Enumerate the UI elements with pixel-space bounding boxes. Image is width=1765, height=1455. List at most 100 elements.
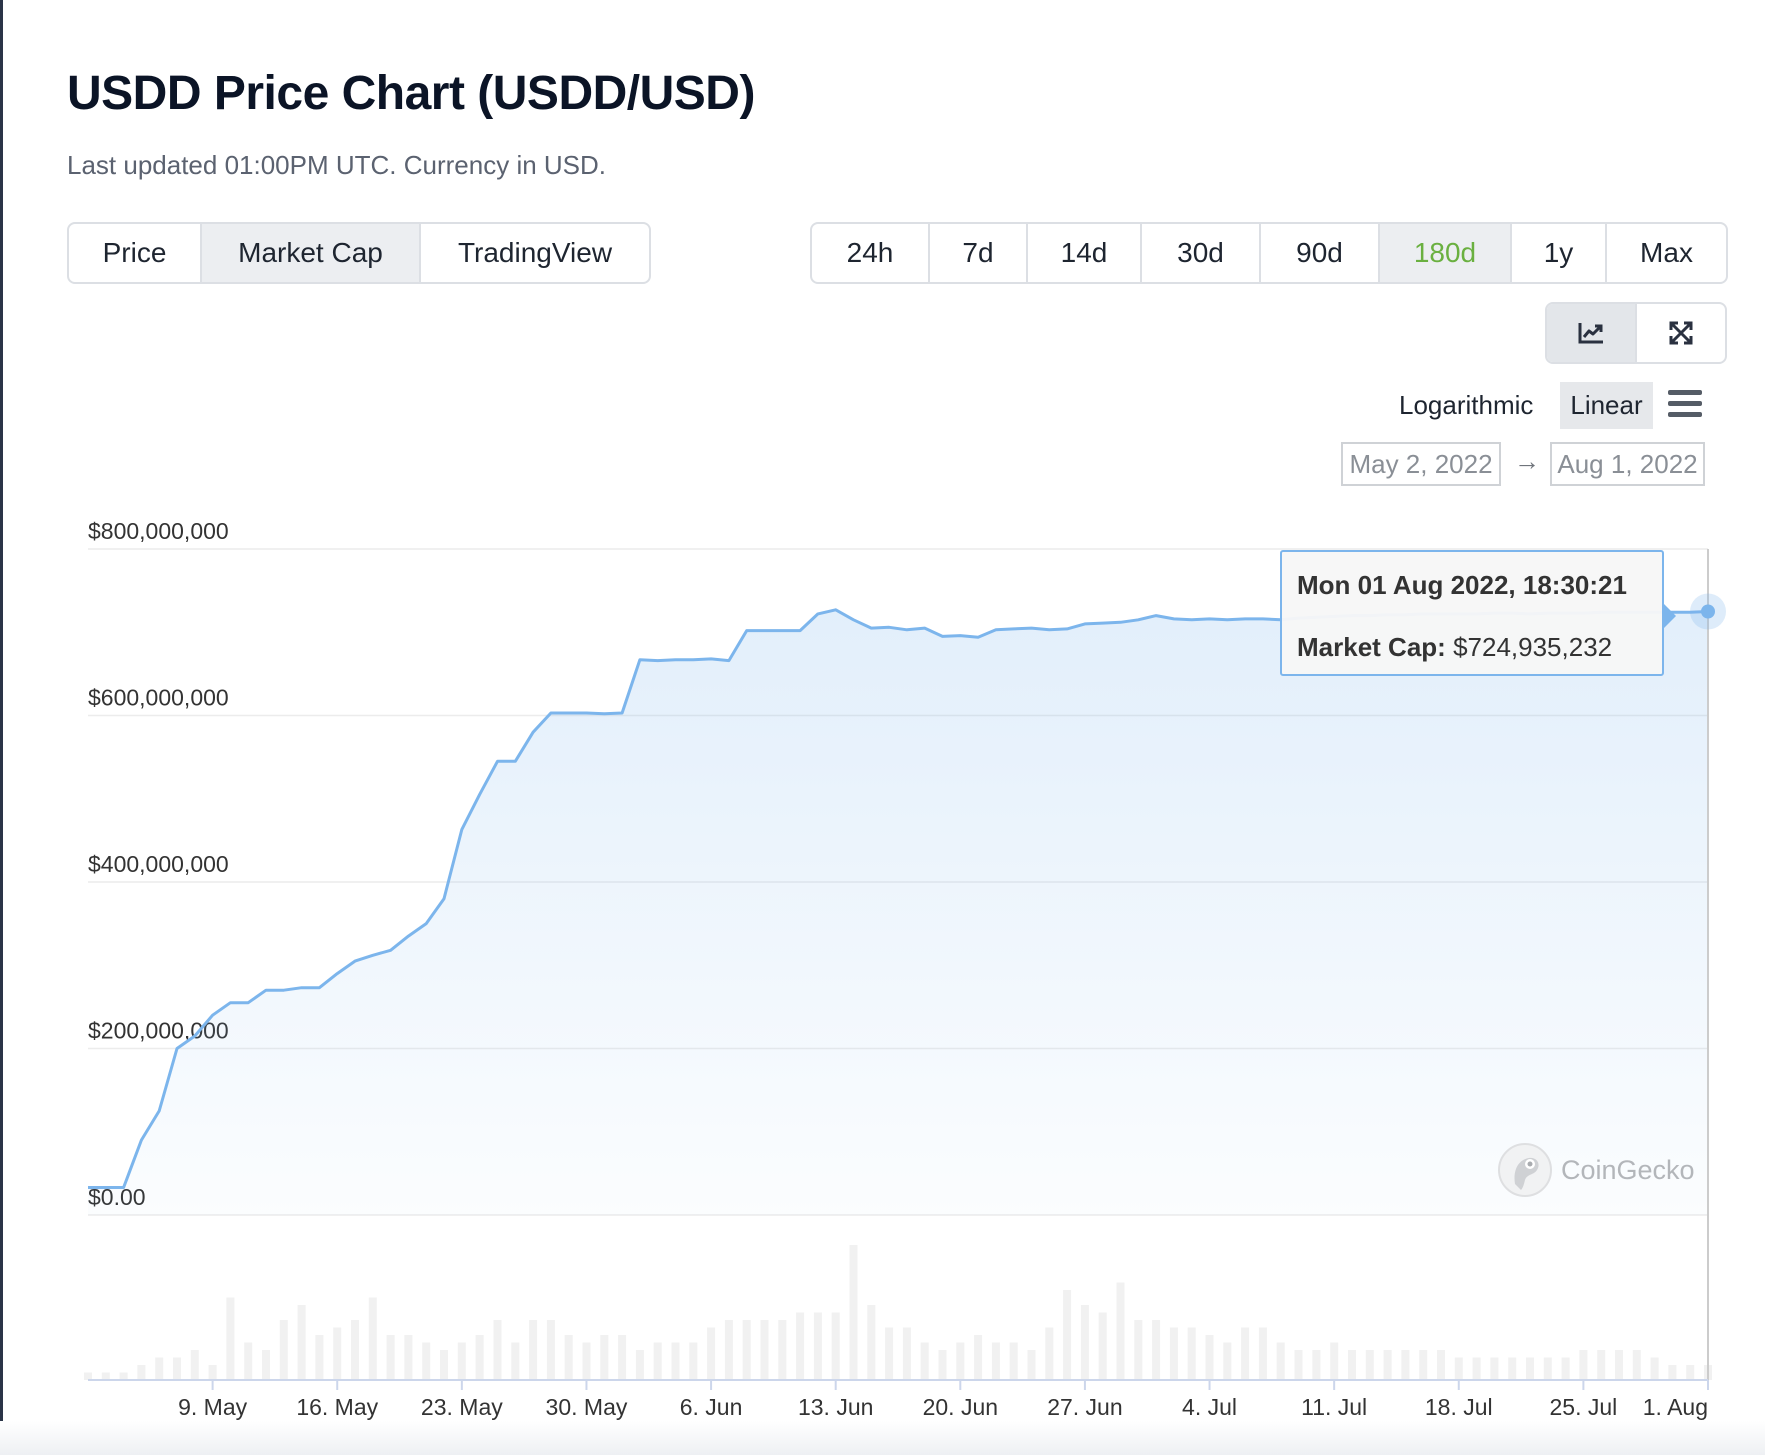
volume-bar <box>1116 1282 1125 1380</box>
volume-bar <box>1650 1357 1659 1380</box>
window-edge <box>0 0 3 1455</box>
volume-bar <box>155 1357 164 1380</box>
tooltip-pointer <box>1664 604 1676 628</box>
volume-bar <box>1419 1350 1428 1380</box>
tab-price[interactable]: Price <box>69 224 202 282</box>
range-30d-button[interactable]: 30d <box>1142 224 1261 282</box>
volume-bar <box>119 1372 128 1380</box>
line-chart-icon <box>1578 323 1603 344</box>
volume-bar <box>297 1305 306 1380</box>
volume-bar <box>1615 1350 1623 1380</box>
range-max-button[interactable]: Max <box>1640 237 1693 268</box>
range-90d-button[interactable]: 90d <box>1261 224 1380 282</box>
y-tick-label: $800,000,000 <box>88 518 229 544</box>
x-tick-label: 30. May <box>546 1394 628 1420</box>
volume-bar <box>1009 1342 1018 1380</box>
volume-bar <box>1454 1357 1463 1380</box>
volume-bar <box>991 1342 1000 1380</box>
page-bottom-shade <box>0 1421 1765 1455</box>
market-cap-area <box>88 609 1708 1215</box>
chart-type-tabs: Price Market Cap TradingView <box>67 222 651 284</box>
volume-bar <box>671 1342 680 1380</box>
line-chart-view-button[interactable] <box>1547 304 1637 362</box>
linear-scale-button[interactable]: Linear <box>1560 382 1653 429</box>
volume-bar <box>440 1350 448 1380</box>
volume-bar <box>831 1312 840 1380</box>
tab-market-cap[interactable]: Market Cap <box>202 224 421 282</box>
fullscreen-button[interactable] <box>1637 304 1725 362</box>
last-updated-text: Last updated 01:00PM UTC. Currency in US… <box>67 150 607 180</box>
x-tick-label: 18. Jul <box>1425 1394 1493 1420</box>
expand-icon <box>1669 321 1693 345</box>
gecko-logo-icon <box>1498 1143 1552 1197</box>
volume-bar <box>1437 1350 1445 1380</box>
range-7d-button[interactable]: 7d <box>930 224 1028 282</box>
y-tick-label: $400,000,000 <box>88 851 229 877</box>
volume-bar <box>1223 1342 1232 1380</box>
volume-bar <box>244 1342 253 1380</box>
tooltip-metric-label: Market Cap: <box>1297 632 1446 662</box>
date-from-input[interactable]: May 2, 2022 <box>1341 442 1501 486</box>
volume-bar <box>1258 1327 1267 1380</box>
volume-bar <box>386 1335 395 1380</box>
volume-bar <box>796 1312 805 1380</box>
volume-bar <box>1579 1350 1588 1380</box>
volume-bar <box>208 1365 217 1380</box>
watermark-text: CoinGecko <box>1561 1154 1695 1185</box>
volume-bar <box>1383 1350 1392 1380</box>
volume-bar <box>1401 1350 1410 1380</box>
volume-bar <box>707 1327 716 1380</box>
tooltip-date: Mon 01 Aug 2022, 18:30:21 <box>1297 570 1627 600</box>
volume-bar <box>1134 1320 1143 1380</box>
volume-bar <box>1365 1350 1374 1380</box>
volume-bar <box>1312 1350 1321 1380</box>
x-tick-label: 16. May <box>296 1394 378 1420</box>
volume-bar <box>1686 1365 1695 1380</box>
volume-bar <box>1490 1357 1499 1380</box>
volume-bar <box>1294 1350 1303 1380</box>
volume-bar <box>938 1350 947 1380</box>
volume-bar <box>1526 1357 1534 1380</box>
volume-bar <box>778 1320 787 1380</box>
volume-bar <box>1063 1290 1072 1380</box>
tab-tradingview[interactable]: TradingView <box>457 237 613 268</box>
x-tick-label: 9. May <box>178 1394 248 1420</box>
volume-bar <box>1330 1342 1339 1380</box>
volume-bar <box>582 1342 591 1380</box>
range-14d-button[interactable]: 14d <box>1028 224 1142 282</box>
volume-bar <box>564 1335 573 1380</box>
range-180d-button[interactable]: 180d <box>1380 224 1512 282</box>
volume-bar <box>457 1342 466 1380</box>
date-to-input[interactable]: Aug 1, 2022 <box>1550 442 1705 486</box>
volume-bar <box>885 1327 894 1380</box>
volume-bar <box>1561 1357 1570 1380</box>
volume-bar <box>974 1335 983 1380</box>
volume-bar <box>1348 1350 1356 1380</box>
logarithmic-scale-button[interactable]: Logarithmic <box>1399 390 1534 420</box>
volume-bar <box>173 1357 181 1380</box>
volume-bar <box>653 1342 662 1380</box>
volume-bar <box>475 1335 484 1380</box>
y-tick-label: $600,000,000 <box>88 685 229 711</box>
volume-bar <box>760 1320 769 1380</box>
volume-bar <box>867 1305 876 1380</box>
volume-bar <box>1632 1350 1641 1380</box>
tooltip-value-line: Market Cap: $724,935,232 <box>1297 632 1612 663</box>
volume-bar <box>333 1327 342 1380</box>
hamburger-menu-icon[interactable] <box>1668 390 1702 420</box>
range-24h-button[interactable]: 24h <box>812 224 930 282</box>
volume-bar <box>1472 1357 1481 1380</box>
volume-bar <box>1543 1357 1552 1380</box>
volume-bar <box>1205 1335 1214 1380</box>
arrow-right-icon: → <box>1514 446 1540 476</box>
volume-bar <box>956 1342 965 1380</box>
volume-bar <box>618 1335 627 1380</box>
volume-bar <box>1045 1327 1054 1380</box>
range-1y-button[interactable]: 1y <box>1512 224 1607 282</box>
volume-bar <box>84 1372 92 1380</box>
volume-bar <box>493 1320 502 1380</box>
volume-bar <box>689 1342 698 1380</box>
volume-bar <box>1098 1312 1107 1380</box>
page-title: USDD Price Chart (USDD/USD) <box>67 67 755 120</box>
